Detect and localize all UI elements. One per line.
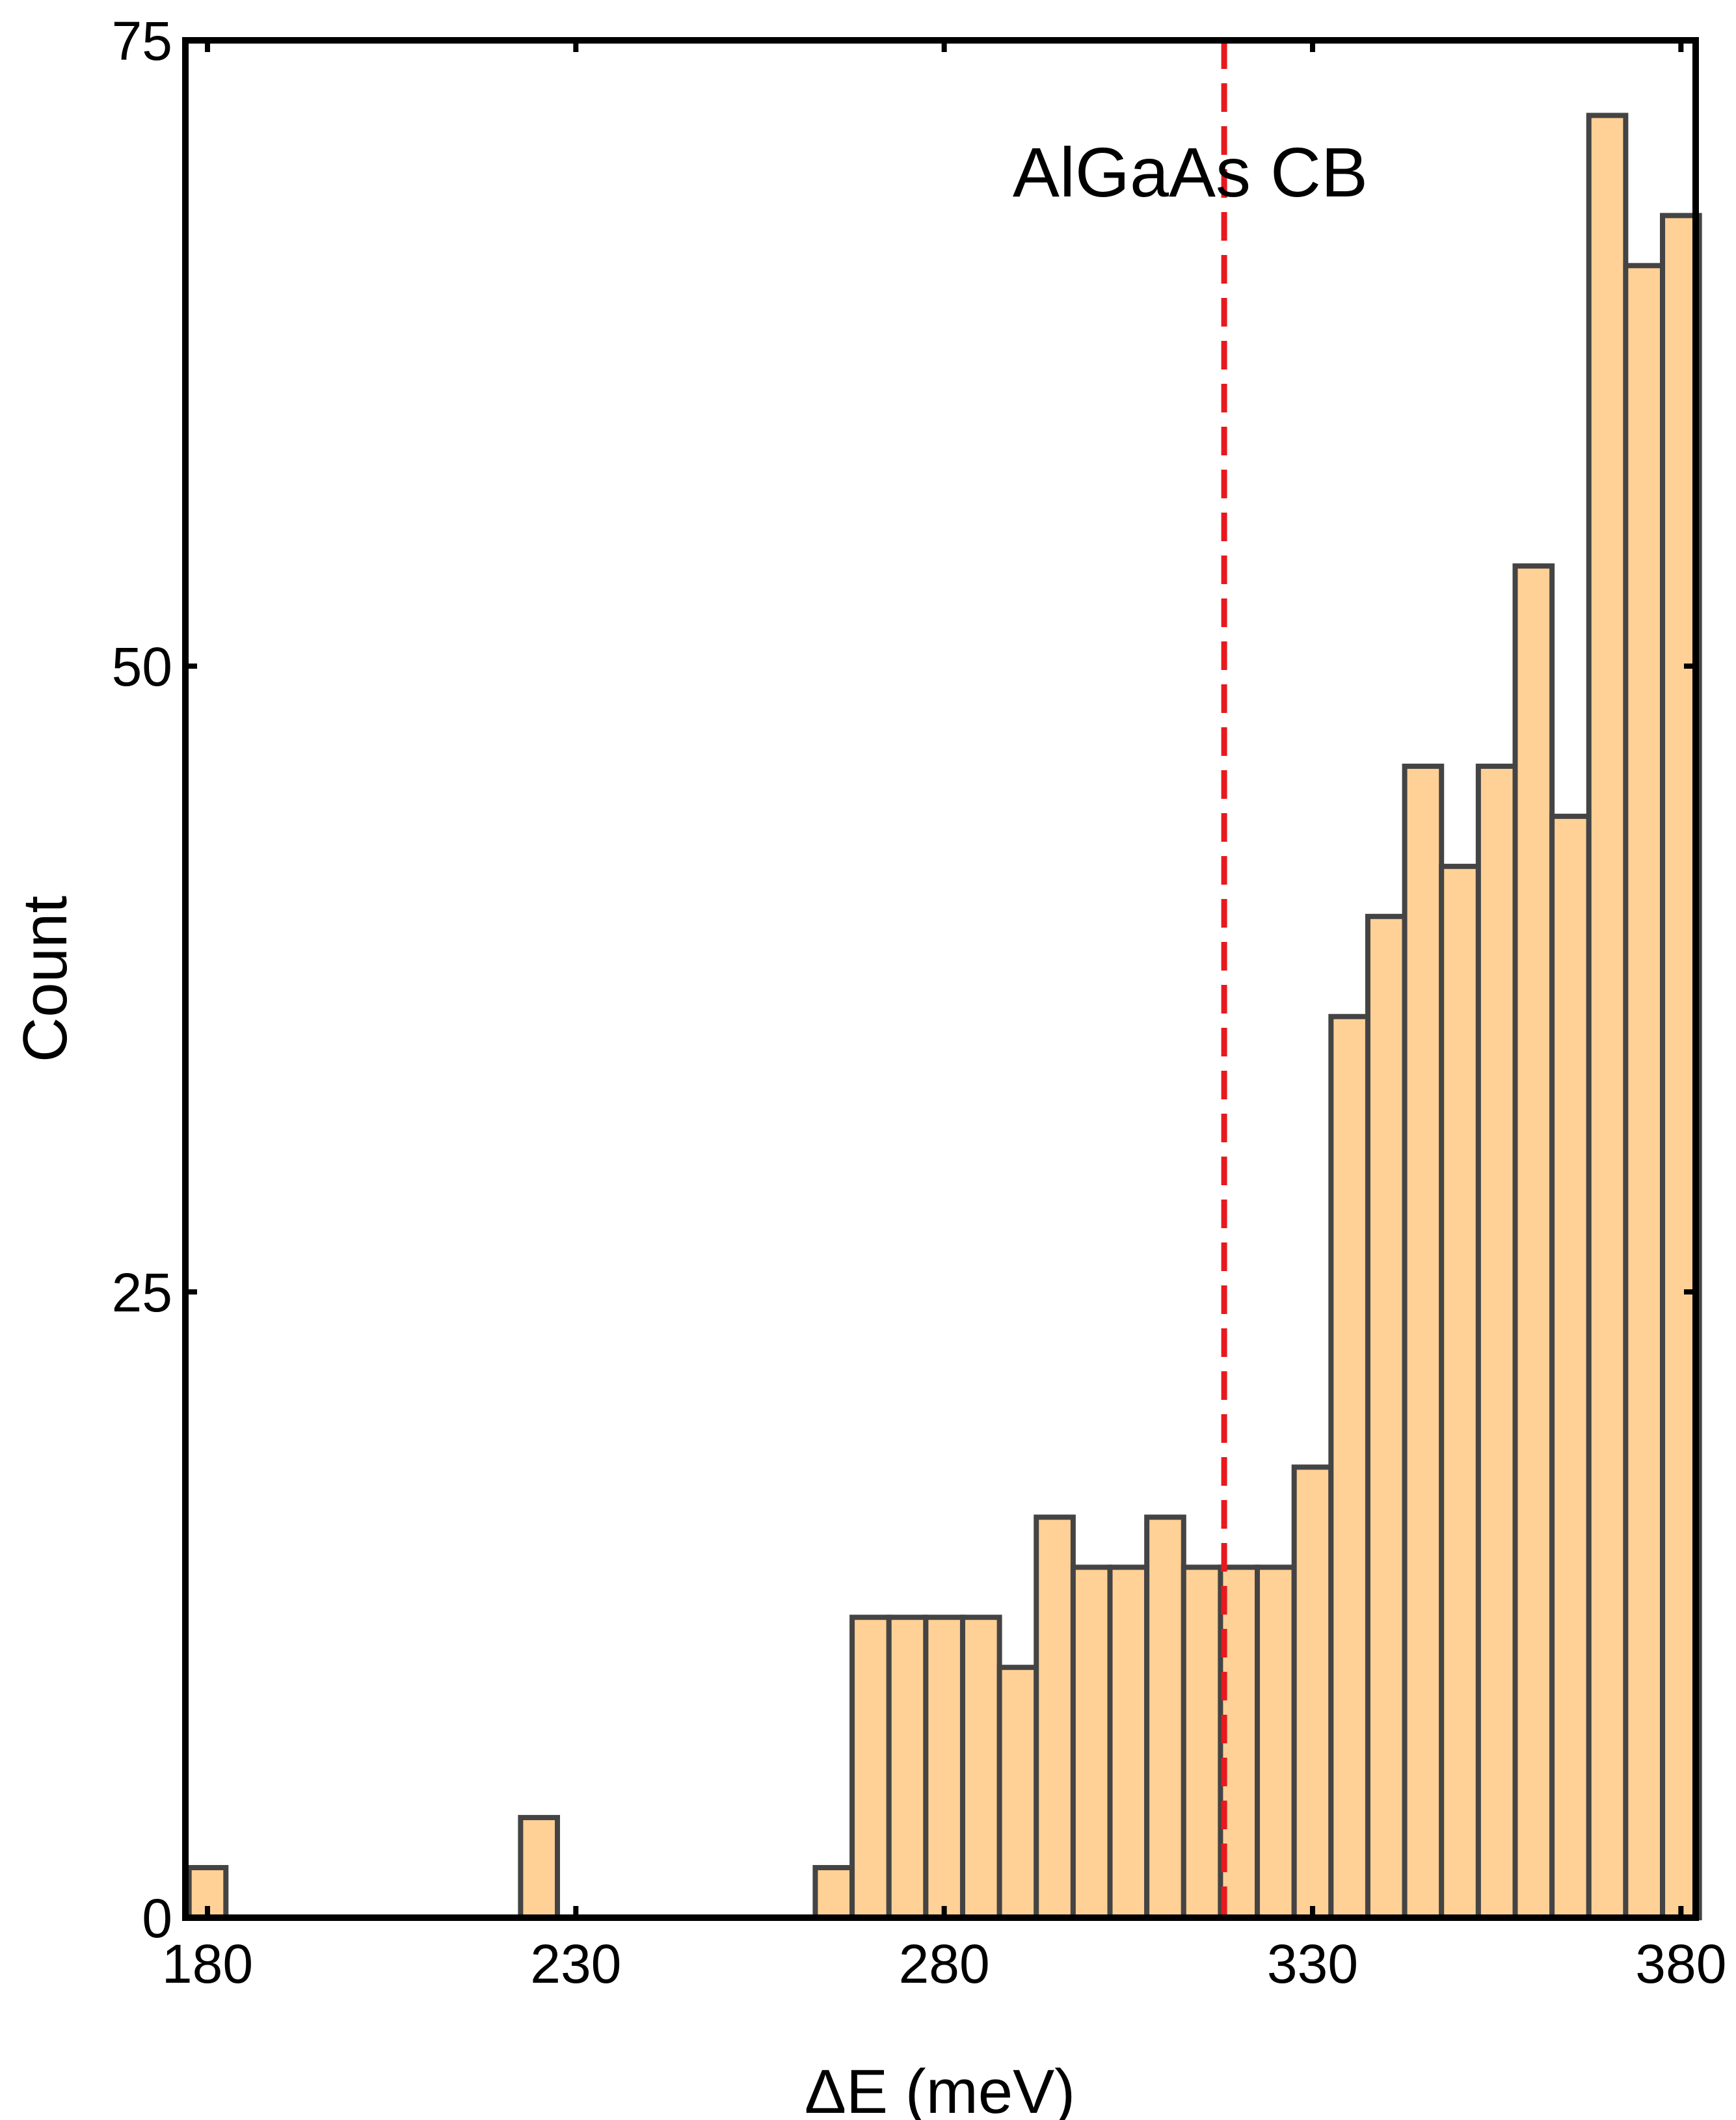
y-tick-label: 25 [112,1262,172,1323]
y-tick-labels: 0 25 50 75 [112,10,172,1949]
histogram-bar [1586,113,1629,1921]
x-tick-label: 180 [162,1933,253,1994]
histogram-bar [1291,1464,1334,1921]
histogram-bar [1328,1013,1370,1920]
x-tick-label: 380 [1635,1933,1726,1994]
x-axis-label: ΔE (meV) [805,2057,1075,2120]
y-tick-label: 50 [112,636,172,697]
histogram-bar [959,1615,1002,1920]
histogram-bar [1255,1564,1297,1920]
x-tick-label: 230 [530,1933,621,1994]
x-tick-labels: 180 230 280 330 380 [162,1933,1727,1994]
histogram-bar [849,1615,892,1920]
histogram-bar [1070,1564,1113,1920]
x-tick-label: 280 [899,1933,990,1994]
histogram-bar [1439,863,1481,1920]
histogram-bar [996,1665,1039,1920]
histogram-bar [518,1815,561,1921]
histogram-bar [886,1615,929,1920]
histogram-bar [1365,913,1408,1920]
histogram-bar [1512,563,1555,1920]
histogram-bar [1144,1514,1186,1921]
histogram-bar [1549,813,1592,1920]
y-tick-label: 75 [112,10,172,72]
y-axis-label: Count [10,896,80,1062]
plot-frame [182,37,1699,1921]
histogram-bar [1623,263,1666,1920]
histogram-bars [186,113,1702,1921]
x-tick-label: 330 [1267,1933,1358,1994]
y-tick-label: 0 [142,1888,172,1949]
histogram-bar [1181,1564,1223,1920]
histogram-bar [923,1615,965,1920]
histogram-bar [812,1865,855,1921]
histogram-bar [1402,763,1445,1920]
histogram-bar [1107,1564,1150,1920]
histogram-bar [1475,763,1518,1920]
axis-ticks [185,38,1696,1920]
reference-line-label: AlGaAs CB [1013,133,1368,211]
histogram-bar [1034,1514,1076,1921]
